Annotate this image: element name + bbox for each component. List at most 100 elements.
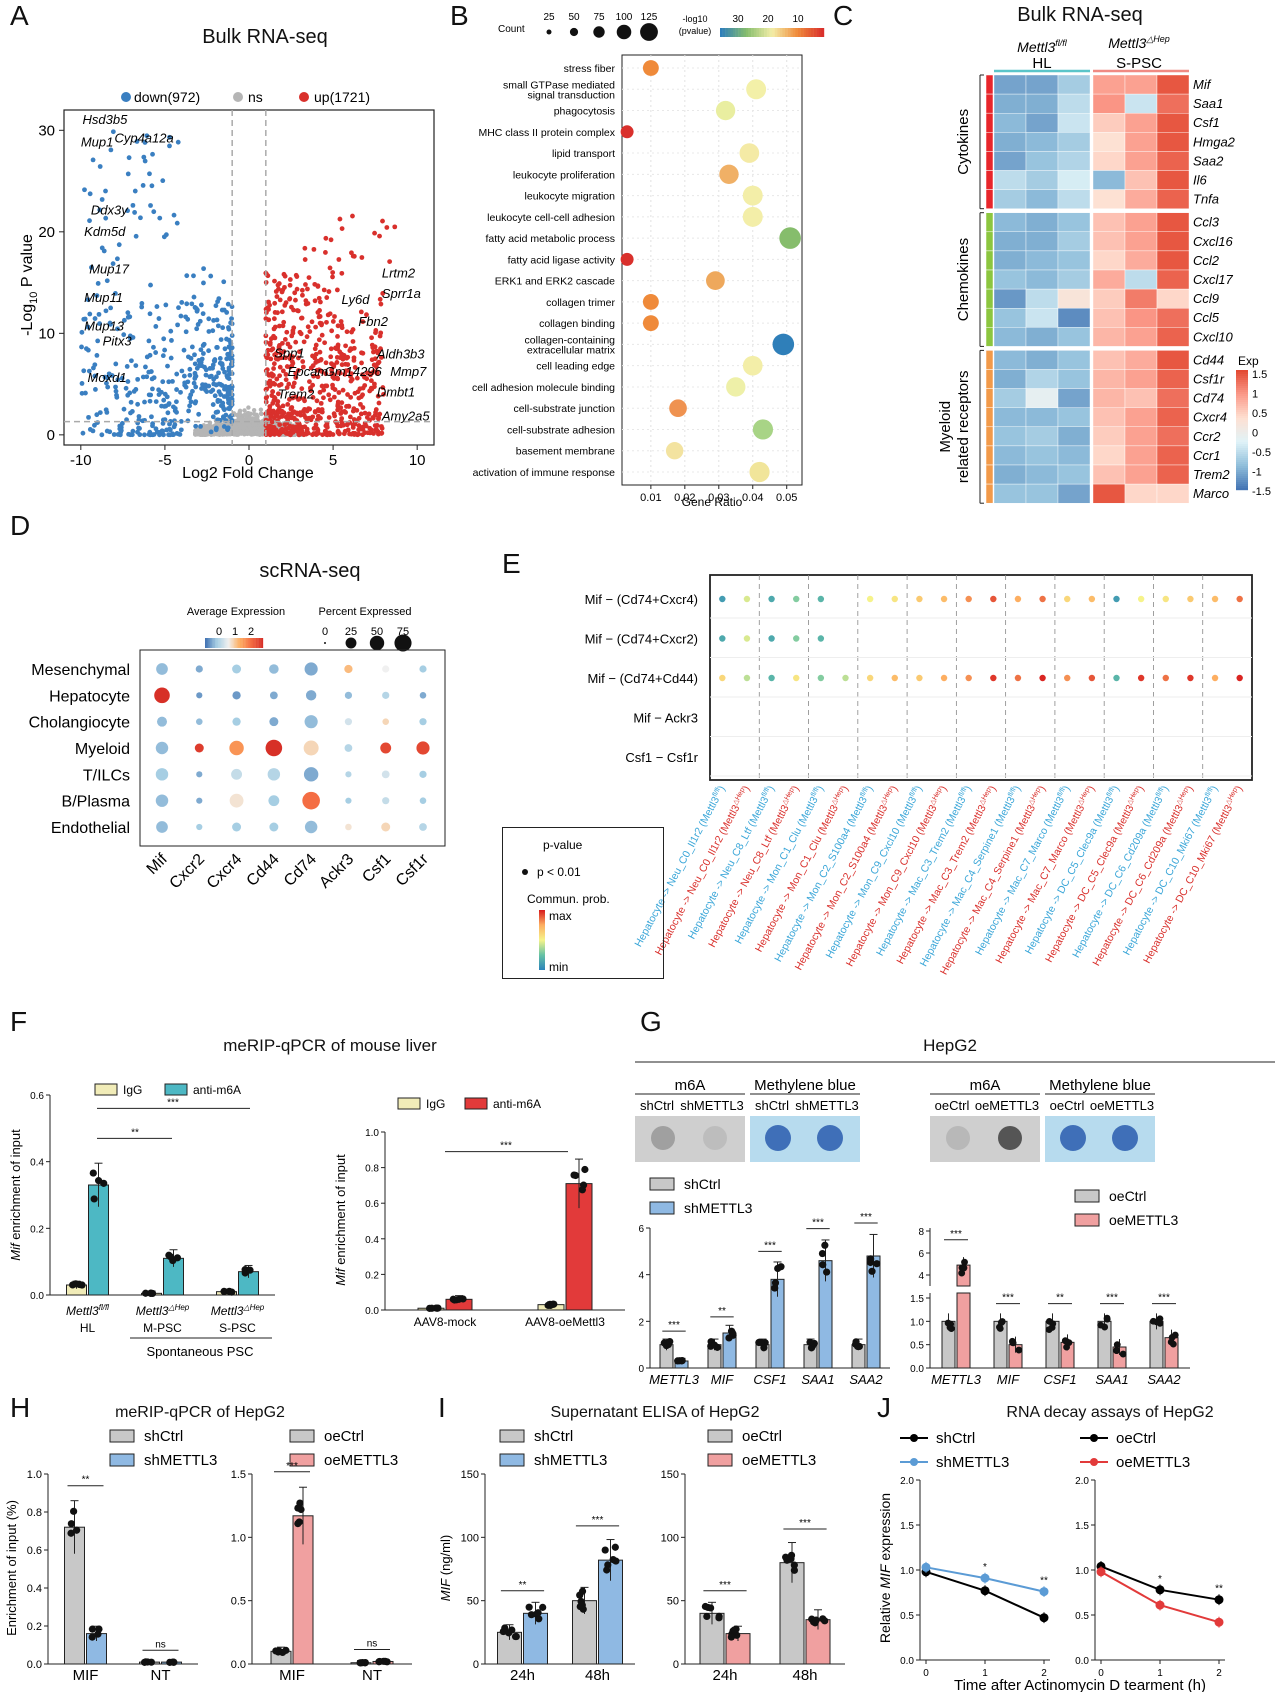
down-point — [97, 164, 103, 169]
heatmap-cell — [993, 350, 1027, 370]
down-point — [133, 233, 139, 239]
up-point — [348, 374, 353, 379]
avg-colorbar-step — [258, 638, 261, 648]
pvalue-colorbar-step — [722, 28, 726, 37]
down-point — [215, 399, 221, 404]
down-point — [187, 366, 193, 372]
legend-up-label: up(1721) — [314, 89, 370, 105]
category-label: SAA2 — [849, 1372, 883, 1387]
heatmap-colorbar-tick: -1.5 — [1252, 486, 1271, 498]
heatmap-colorbar-step — [1236, 414, 1248, 417]
legend-label: IgG — [123, 1083, 142, 1097]
data-point — [790, 1561, 798, 1569]
up-point — [265, 347, 271, 353]
up-point — [336, 257, 342, 262]
data-point — [701, 1602, 709, 1611]
up-point — [378, 355, 384, 360]
heatmap-colorbar-tick: 0 — [1252, 428, 1258, 440]
down-point — [193, 384, 199, 390]
y-tick-label: 0.5 — [1075, 1611, 1089, 1622]
category-bar — [985, 388, 994, 408]
up-point — [319, 332, 325, 338]
pvalue-colorbar-step — [764, 28, 767, 37]
up-point — [378, 301, 384, 307]
go-term-dot — [749, 461, 770, 483]
down-point — [162, 391, 168, 397]
sc-dot — [345, 771, 352, 778]
sig-label: ns — [155, 1639, 166, 1650]
category-bar — [985, 327, 994, 347]
up-point — [331, 364, 337, 369]
up-point — [294, 274, 300, 279]
heatmap-cell — [1025, 93, 1059, 114]
down-point — [127, 333, 133, 339]
heatmap-cell — [1092, 350, 1126, 370]
cellchat-dot — [1014, 674, 1022, 682]
go-term-label: activation of immune response — [473, 467, 616, 479]
down-point — [221, 279, 227, 285]
y-tick-label: 0.0 — [365, 1306, 379, 1317]
decay-point — [1039, 1587, 1049, 1597]
heatmap-cell — [1124, 288, 1158, 309]
volcano-ylabel: -Log10 P value — [19, 234, 40, 336]
down-point — [167, 421, 172, 427]
up-point — [279, 309, 285, 315]
sig-label: *** — [286, 1461, 298, 1472]
data-point — [806, 1338, 814, 1346]
y-tick-label: 30 — [38, 122, 55, 139]
m6a-dot — [946, 1126, 970, 1150]
heatmap-cell — [1092, 112, 1126, 133]
down-point — [79, 381, 85, 386]
sc-gene-label: Cd44 — [244, 851, 283, 890]
down-point — [113, 388, 119, 394]
up-point — [272, 395, 278, 401]
legend-swatch — [499, 1429, 525, 1443]
go-term-label: MHC class II protein complex — [478, 127, 615, 139]
down-point — [184, 301, 190, 307]
heatmap-cell — [993, 464, 1027, 485]
methylene-blue-label: Methylene blue — [1049, 1077, 1151, 1094]
cellchat-dot — [965, 595, 972, 603]
gene-label: Aldh3b3 — [376, 347, 425, 362]
heatmap-grid: Mettl3fl/flHLMettl3△HepS-PSCMifSaa1Csf1H… — [937, 34, 1236, 504]
up-point — [264, 271, 270, 277]
go-term-label: lipid transport — [552, 148, 615, 160]
category-bar — [985, 170, 994, 190]
prob-legend-title: Commun. prob. — [527, 892, 610, 906]
y-tick-label: 0.0 — [900, 1656, 914, 1667]
down-point — [144, 133, 150, 139]
legend-down-dot — [121, 92, 131, 102]
y-tick-label: 0.8 — [365, 1164, 379, 1175]
down-point — [125, 310, 131, 316]
up-point — [277, 405, 282, 411]
heatmap-colorbar-step — [1236, 448, 1248, 451]
heatmap-colorbar-step — [1236, 430, 1248, 433]
enrichment-ylabel: Enrichment of input (%) — [4, 1500, 19, 1636]
sc-dot — [155, 741, 169, 755]
up-point — [356, 427, 362, 433]
pvalue-colorbar-step — [808, 28, 812, 37]
data-point — [821, 1617, 829, 1625]
down-point — [215, 409, 221, 415]
category-label: MIF — [711, 1372, 734, 1387]
down-point — [89, 265, 94, 270]
y-tick-label: 0.4 — [27, 1583, 42, 1595]
pvalue-colorbar-step — [746, 28, 749, 37]
heatmap-gene-label: Ccr2 — [1193, 429, 1221, 444]
avg-expr-title: Average Expression — [187, 606, 285, 618]
panel-label-d: D — [10, 510, 31, 541]
cellchat-dot — [793, 595, 800, 603]
up-point — [376, 416, 381, 422]
gene-label: Ddx3y — [91, 203, 129, 218]
down-point — [142, 432, 147, 438]
down-point — [103, 407, 109, 413]
down-point — [93, 387, 98, 392]
pvalue-colorbar-step — [761, 28, 765, 37]
up-point — [270, 429, 276, 435]
down-point — [198, 302, 204, 308]
group-label: Mettl3△Hep — [211, 1303, 265, 1318]
up-point — [300, 364, 306, 370]
